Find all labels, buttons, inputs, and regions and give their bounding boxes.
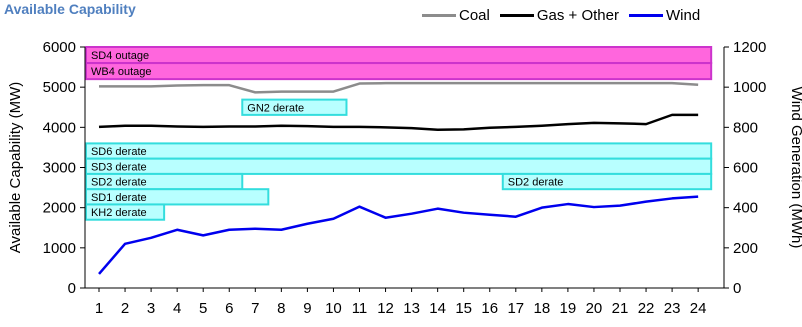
x-tick-label: 20 — [586, 300, 603, 317]
chart-legend: Coal Gas + Other Wind — [422, 3, 710, 27]
legend-item-wind: Wind — [628, 6, 701, 24]
annotation-box — [84, 62, 713, 81]
x-tick-label: 6 — [225, 300, 233, 317]
annotation-label: SD6 derate — [91, 146, 147, 158]
y-axis-label: Available Capability (MW) — [7, 82, 24, 253]
y-tick-label: 3000 — [43, 160, 76, 177]
x-tick-label: 15 — [455, 300, 472, 317]
legend-label-coal: Coal — [459, 6, 490, 24]
x-tick-label: 5 — [199, 300, 207, 317]
y-tick-label: 0 — [68, 280, 76, 297]
annotation-box — [84, 203, 166, 221]
legend-swatch-coal — [422, 13, 456, 17]
y2-tick-label: 1000 — [733, 79, 766, 96]
y2-tick-label: 400 — [733, 200, 758, 217]
y2-axis-label: Wind Generation (MWh) — [788, 87, 802, 249]
x-tick-label: 8 — [277, 300, 285, 317]
x-tick-label: 14 — [429, 300, 446, 317]
annotation-label: SD4 outage — [91, 50, 149, 62]
x-tick-label: 13 — [403, 300, 420, 317]
y-tick-label: 1000 — [43, 240, 76, 257]
x-tick-label: 3 — [147, 300, 155, 317]
annotation-box — [501, 172, 713, 191]
x-tick-label: 19 — [560, 300, 577, 317]
series-line-wind — [98, 195, 699, 275]
y-tick-label: 6000 — [43, 39, 76, 56]
chart-title: Available Capability — [4, 1, 136, 17]
annotation-label: SD1 derate — [91, 192, 147, 204]
y2-tick-label: 800 — [733, 119, 758, 136]
y2-tick-label: 200 — [733, 240, 758, 257]
y2-tick-label: 0 — [733, 280, 741, 297]
x-tick-label: 2 — [121, 300, 129, 317]
x-tick-label: 22 — [638, 300, 655, 317]
y2-tick-label: 1200 — [733, 39, 766, 56]
annotation-label: GN2 derate — [247, 102, 304, 114]
y-tick-label: 2000 — [43, 200, 76, 217]
series-line-coal — [99, 81, 699, 94]
x-tick-label: 16 — [481, 300, 498, 317]
x-tick-label: 18 — [534, 300, 551, 317]
legend-swatch-wind — [628, 13, 663, 17]
annotation-box — [84, 142, 713, 160]
legend-item-gas-other: Gas + Other — [499, 6, 619, 24]
annotation-label: WB4 outage — [91, 66, 152, 78]
x-tick-label: 17 — [507, 300, 524, 317]
y-tick-label: 4000 — [43, 119, 76, 136]
series-line-gas-other — [98, 113, 699, 131]
annotation-label: SD3 derate — [91, 161, 147, 173]
annotation-box — [84, 188, 270, 206]
x-tick-label: 11 — [352, 300, 368, 317]
x-tick-label: 10 — [325, 300, 342, 317]
y2-tick-label: 600 — [733, 160, 758, 177]
annotation-box — [84, 157, 713, 175]
annotation-label: SD2 derate — [508, 177, 564, 189]
x-tick-label: 23 — [664, 300, 681, 317]
x-tick-label: 21 — [612, 300, 629, 317]
x-tick-label: 1 — [95, 300, 103, 317]
y-tick-label: 5000 — [43, 79, 76, 96]
x-tick-label: 24 — [690, 300, 707, 317]
x-tick-label: 7 — [251, 300, 259, 317]
legend-label-gas-other: Gas + Other — [536, 6, 619, 24]
annotation-label: SD2 derate — [91, 177, 147, 189]
x-tick-label: 4 — [173, 300, 181, 317]
annotation-box — [84, 46, 713, 65]
annotation-label: KH2 derate — [91, 207, 147, 219]
legend-swatch-gas-other — [499, 13, 534, 17]
legend-item-coal: Coal — [422, 7, 490, 24]
legend-label-wind: Wind — [665, 6, 701, 24]
x-tick-label: 12 — [377, 300, 394, 317]
x-tick-label: 9 — [303, 300, 311, 317]
annotation-box — [241, 98, 348, 116]
